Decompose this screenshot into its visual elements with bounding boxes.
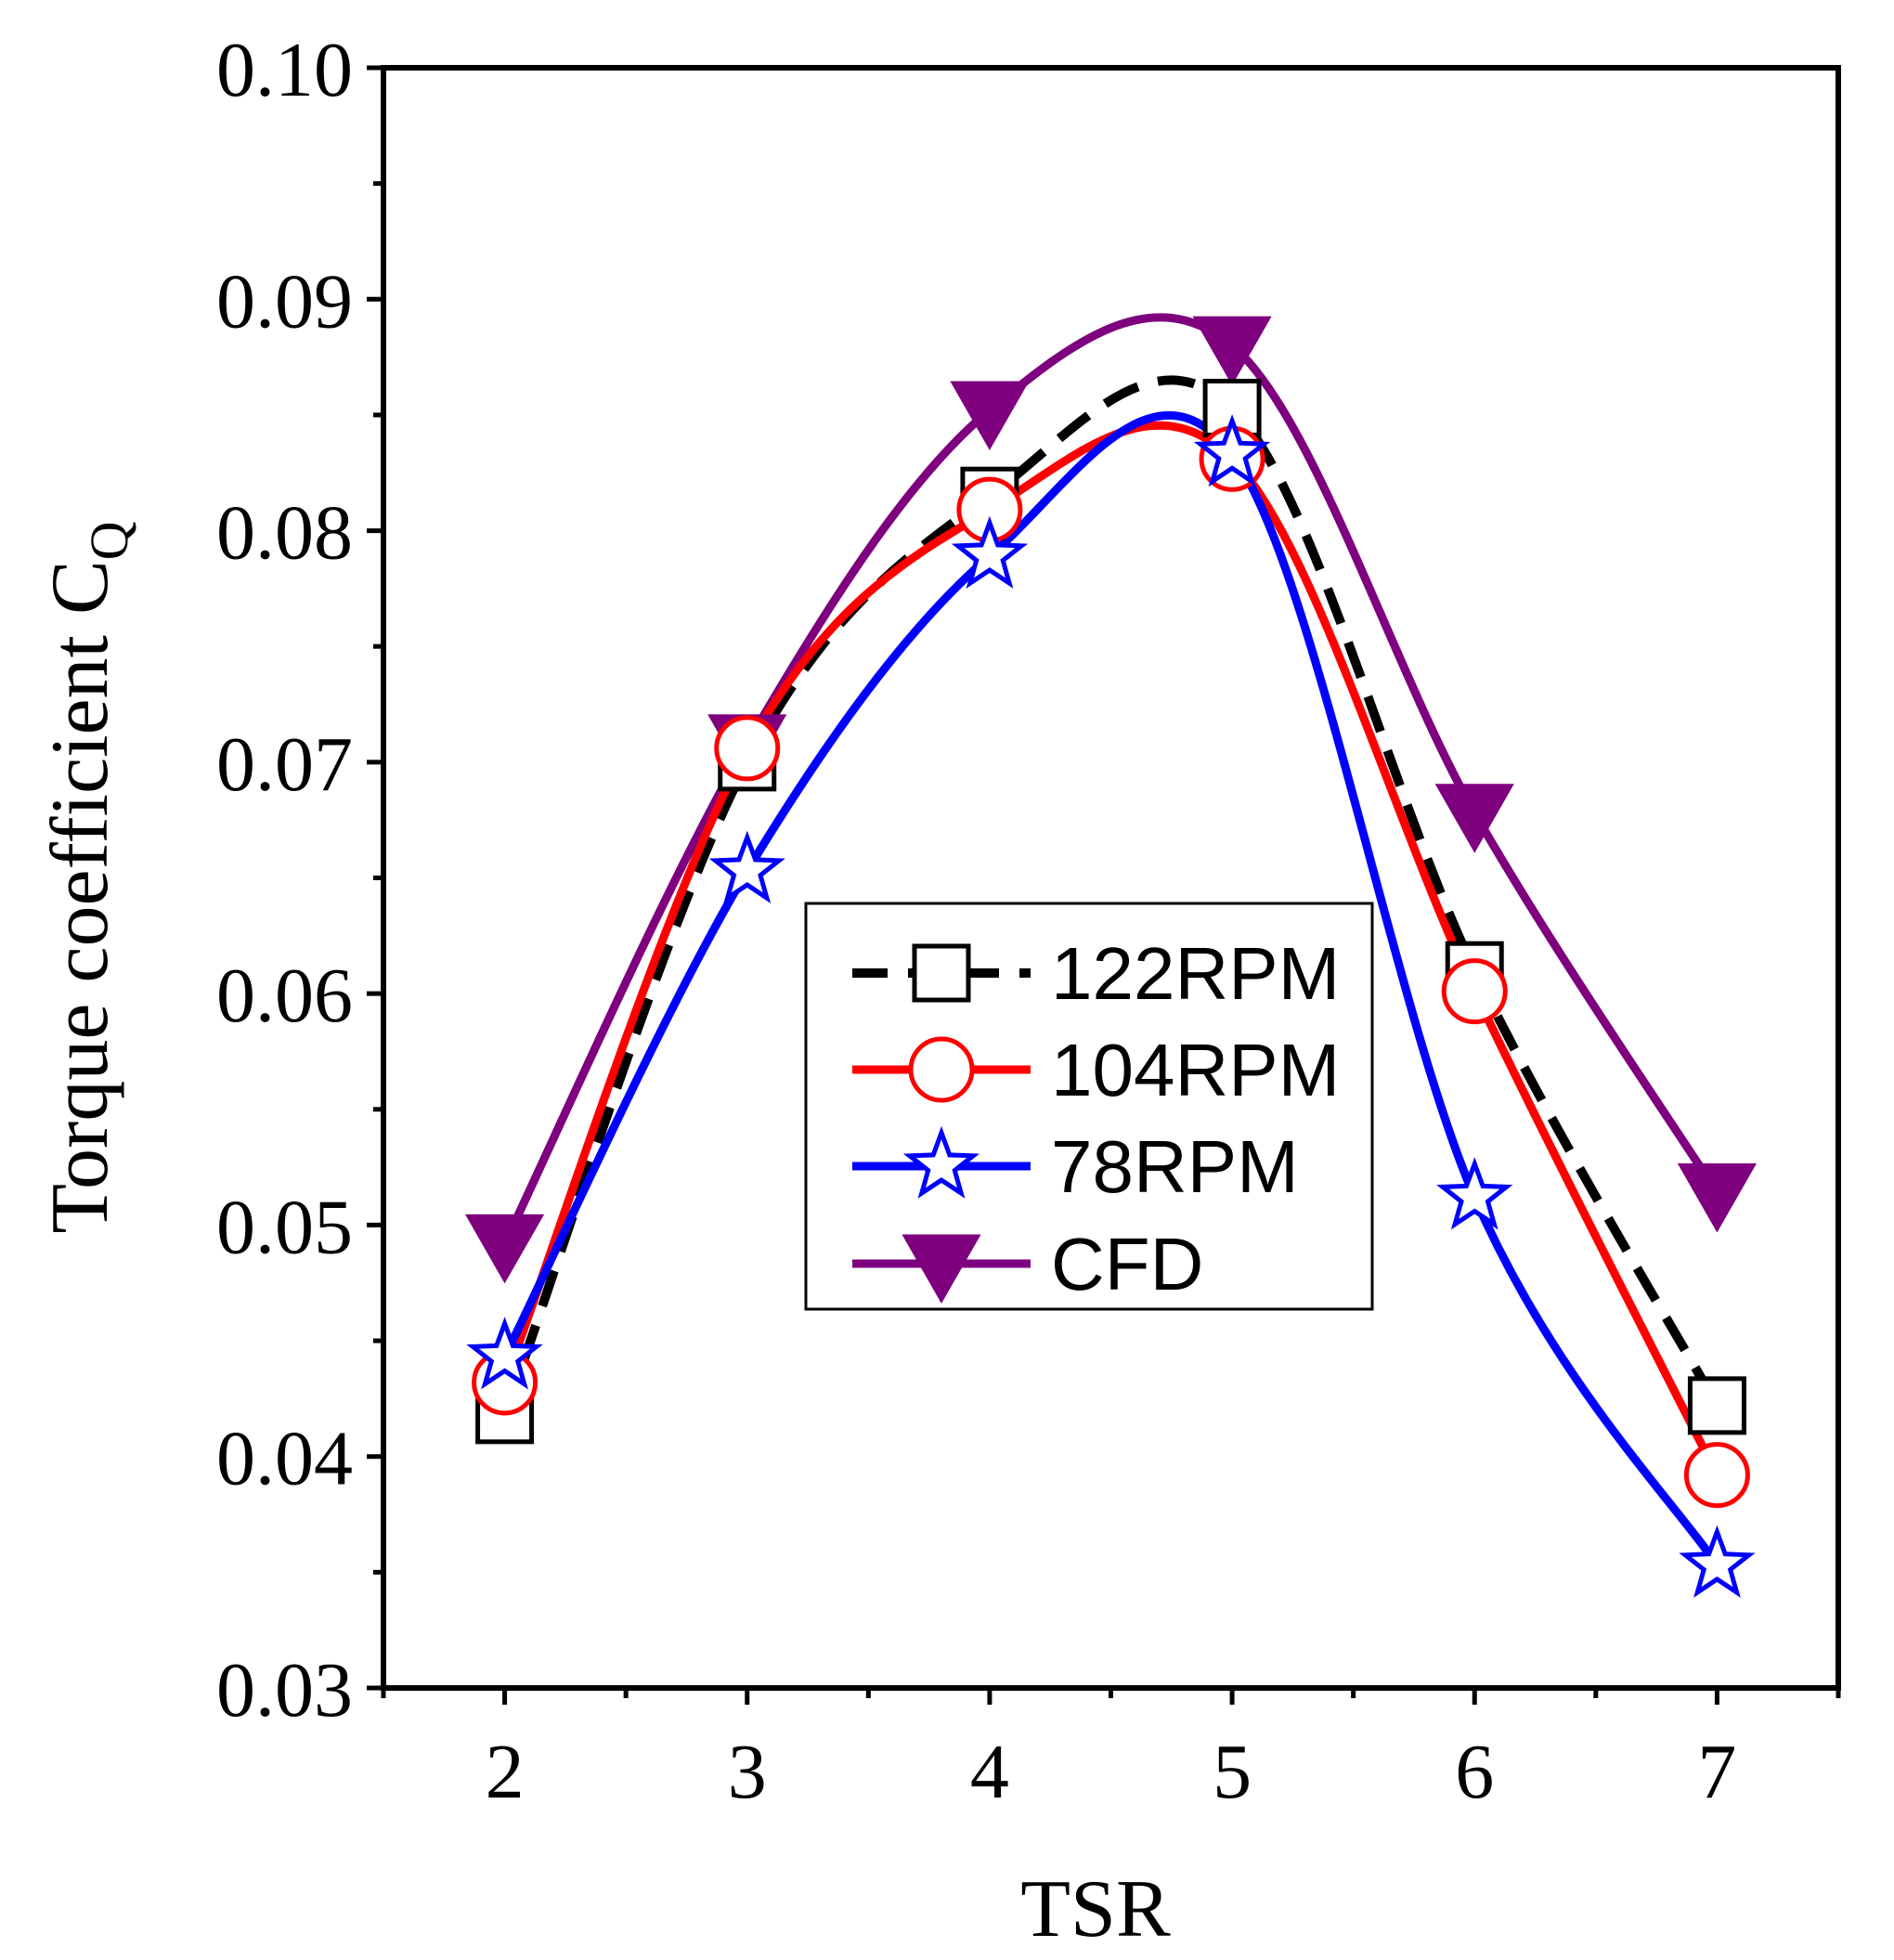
data-point-104rpm <box>1683 1442 1750 1509</box>
y-tick-label: 0.04 <box>216 1416 353 1502</box>
x-tick-label: 4 <box>970 1729 1009 1815</box>
data-point-cfd <box>464 1214 545 1284</box>
y-tick-label: 0.09 <box>216 258 353 344</box>
data-point-78rpm <box>1436 1157 1513 1230</box>
data-point-cfd <box>950 381 1030 450</box>
x-tick-label: 7 <box>1697 1729 1736 1815</box>
data-point-78rpm <box>708 830 785 903</box>
series-line-78rpm <box>500 411 1721 1568</box>
x-tick-label: 6 <box>1455 1729 1494 1815</box>
legend-label-122rpm: 122RPM <box>1051 932 1340 1015</box>
y-tick-label: 0.08 <box>216 490 353 577</box>
legend-box <box>804 902 1374 1311</box>
x-axis-ticks: 2 3 4 5 6 7 <box>381 1688 1841 1815</box>
y-tick-label: 0.03 <box>216 1647 353 1733</box>
series-curves <box>499 313 1721 1568</box>
data-point-122rpm <box>1687 1376 1746 1435</box>
x-tick-label: 2 <box>486 1729 525 1815</box>
data-point-78rpm <box>1193 414 1271 487</box>
data-point-78rpm <box>466 1317 543 1390</box>
y-tick-label: 0.07 <box>216 721 353 808</box>
legend-marker-122rpm <box>912 943 971 1003</box>
legend-marker-cfd <box>902 1234 981 1305</box>
series-line-cfd <box>500 313 1721 1246</box>
legend-label-78rpm: 78RPM <box>1051 1125 1299 1208</box>
data-point-78rpm <box>951 515 1029 589</box>
data-point-78rpm <box>1679 1525 1756 1598</box>
legend-marker-104rpm <box>908 1036 975 1103</box>
legend-marker-78rpm <box>902 1125 980 1199</box>
data-point-cfd <box>1192 316 1272 386</box>
y-tick-label: 0.06 <box>216 953 353 1039</box>
y-axis-title-subscript: Q <box>79 521 139 560</box>
data-point-cfd <box>1677 1163 1758 1233</box>
x-tick-label: 3 <box>728 1729 767 1815</box>
data-point-cfd <box>1434 784 1514 853</box>
data-point-104rpm <box>1441 958 1508 1025</box>
series-markers <box>464 316 1758 1598</box>
x-axis-title: TSR <box>1020 1864 1171 1954</box>
y-axis-ticks: 0.03 0.04 0.05 0.06 0.07 0.08 0.09 0.10 <box>216 27 383 1733</box>
x-tick-label: 5 <box>1213 1729 1252 1815</box>
legend-label-104rpm: 104RPM <box>1051 1029 1340 1111</box>
data-point-104rpm <box>714 715 781 782</box>
legend-label-cfd: CFD <box>1051 1223 1203 1305</box>
legend: 122RPM 104RPM 78RPM CFD <box>804 902 1374 1311</box>
y-axis-title: Torque coefficient CQ <box>35 521 139 1233</box>
y-tick-label: 0.05 <box>216 1184 353 1270</box>
y-axis-title-main: Torque coefficient C <box>35 560 125 1233</box>
y-tick-label: 0.10 <box>216 27 353 113</box>
series-line-122rpm <box>499 375 1721 1417</box>
